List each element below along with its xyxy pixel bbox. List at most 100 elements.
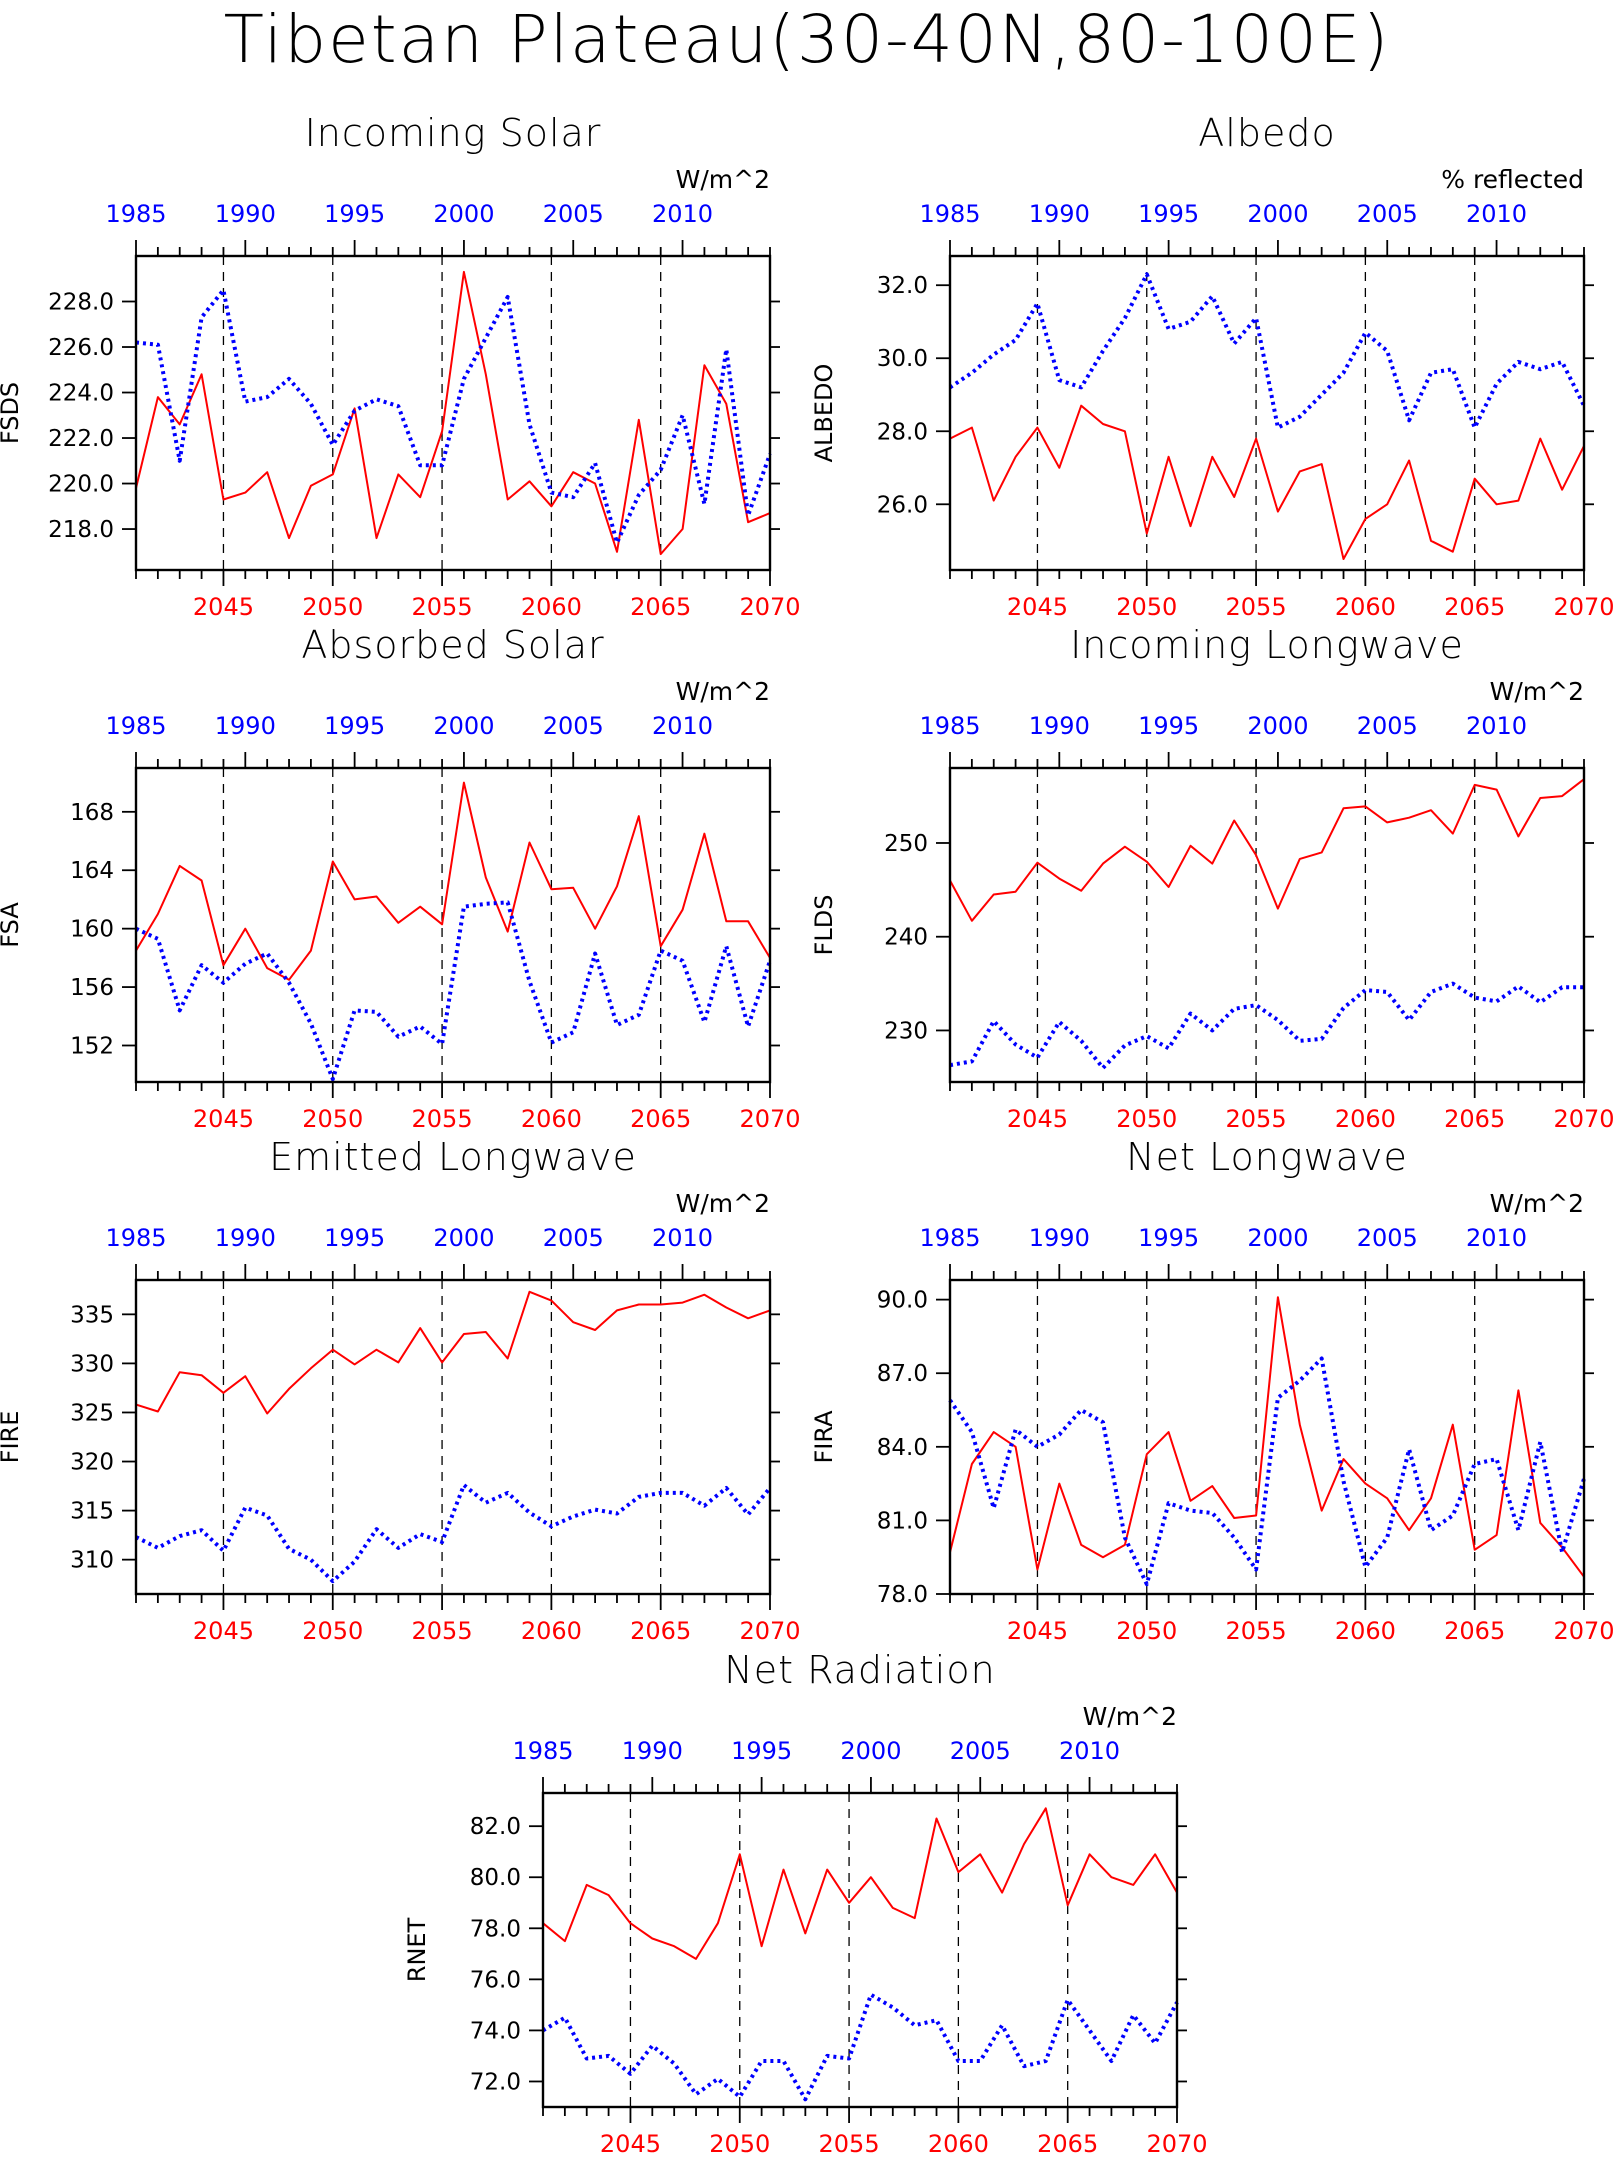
series-future-line	[949, 1296, 1585, 1578]
y-tick-label: 80.0	[470, 1865, 521, 1891]
series-past-line	[541, 1992, 1179, 2102]
y-tick-label: 164	[70, 858, 114, 884]
series-past-line	[135, 1483, 772, 1584]
x-top-tick-label: 1995	[1138, 1224, 1199, 1252]
series-past-line	[135, 900, 772, 1082]
panel-title: Net Longwave	[1126, 1135, 1408, 1179]
x-top-tick-label: 1990	[1029, 712, 1090, 740]
x-top-tick-label: 1985	[512, 1737, 573, 1765]
plot-frame	[134, 1278, 772, 1596]
x-bottom-tick-label: 2070	[739, 1105, 800, 1133]
x-bottom-tick-label: 2045	[1007, 1105, 1068, 1133]
series-future-line	[542, 1807, 1178, 1960]
y-tick-label: 330	[70, 1351, 114, 1377]
x-top-tick-label: 1995	[324, 712, 385, 740]
plot-frame	[541, 1791, 1179, 2109]
x-bottom-tick-label: 2065	[1037, 2130, 1098, 2158]
x-bottom-tick-label: 2070	[739, 1617, 800, 1645]
panel-albedo: Albedo % reflected ALBEDO 2045 2050 2055 2060 2…	[810, 111, 1614, 621]
x-bottom-tick-label: 2050	[1116, 593, 1177, 621]
panel-flds: Incoming Longwave W/m^2 FLDS 2045 2050 2055 20…	[810, 623, 1614, 1133]
units-label: W/m^2	[676, 677, 770, 706]
x-bottom-tick-label: 2055	[1226, 1617, 1287, 1645]
y-tick-label: 76.0	[470, 1967, 521, 1993]
y-tick-label: 152	[70, 1033, 114, 1059]
units-label: W/m^2	[676, 165, 770, 194]
panel-fsa: Absorbed Solar W/m^2 FSA 2045 2050 2055 2060 20…	[0, 623, 801, 1133]
x-bottom-tick-label: 2060	[928, 2130, 989, 2158]
y-tick-label: 250	[884, 831, 928, 857]
y-tick-label: 220.0	[48, 472, 114, 498]
y-tick-label: 315	[70, 1499, 114, 1525]
x-bottom-tick-label: 2070	[1553, 593, 1614, 621]
units-label: % reflected	[1441, 165, 1584, 194]
x-bottom-tick-label: 2045	[193, 1617, 254, 1645]
plot-frame	[948, 766, 1586, 1084]
series-future-line	[135, 270, 771, 556]
y-axis-label: FIRE	[0, 1411, 24, 1464]
panel-title: Incoming Longwave	[1070, 623, 1464, 667]
y-tick-label: 310	[70, 1548, 114, 1574]
y-tick-label: 78.0	[877, 1582, 928, 1608]
units-label: W/m^2	[1490, 1189, 1584, 1218]
y-tick-label: 156	[70, 975, 114, 1001]
series-future-line	[135, 781, 771, 981]
x-bottom-tick-label: 2055	[412, 1105, 473, 1133]
x-top-tick-label: 2010	[652, 200, 713, 228]
x-top-tick-label: 1985	[105, 1224, 166, 1252]
x-top-tick-label: 1985	[919, 1224, 980, 1252]
y-tick-label: 74.0	[470, 2018, 521, 2044]
units-label: W/m^2	[1490, 677, 1584, 706]
series-future-line	[949, 778, 1585, 922]
x-bottom-tick-label: 2050	[302, 1617, 363, 1645]
units-label: W/m^2	[676, 1189, 770, 1218]
x-bottom-tick-label: 2060	[521, 1617, 582, 1645]
x-top-tick-label: 2000	[1247, 712, 1308, 740]
x-bottom-tick-label: 2065	[630, 1617, 691, 1645]
x-top-tick-label: 2010	[1466, 200, 1527, 228]
x-bottom-tick-label: 2065	[1444, 1105, 1505, 1133]
x-bottom-tick-label: 2065	[630, 593, 691, 621]
x-bottom-tick-label: 2055	[412, 593, 473, 621]
x-top-tick-label: 2000	[1247, 200, 1308, 228]
y-axis-label: FLDS	[810, 895, 838, 956]
x-bottom-tick-label: 2045	[193, 593, 254, 621]
x-top-tick-label: 1990	[1029, 200, 1090, 228]
x-bottom-tick-label: 2055	[1226, 1105, 1287, 1133]
x-top-tick-label: 1995	[1138, 200, 1199, 228]
y-axis-label: ALBEDO	[810, 364, 838, 463]
y-tick-label: 335	[70, 1302, 114, 1328]
x-top-tick-label: 2005	[543, 712, 604, 740]
x-top-tick-label: 1990	[1029, 1224, 1090, 1252]
y-tick-label: 320	[70, 1450, 114, 1476]
panel-title: Albedo	[1198, 111, 1335, 155]
series-future-line	[949, 404, 1585, 560]
x-top-tick-label: 1995	[1138, 712, 1199, 740]
x-top-tick-label: 1990	[215, 200, 276, 228]
plot-frame	[948, 1278, 1586, 1596]
y-tick-label: 26.0	[877, 492, 928, 518]
series-past-line	[135, 288, 772, 545]
x-top-tick-label: 2010	[1466, 1224, 1527, 1252]
x-top-tick-label: 1985	[919, 200, 980, 228]
y-tick-label: 168	[70, 800, 114, 826]
x-top-tick-label: 2010	[1059, 1737, 1120, 1765]
x-top-tick-label: 1985	[105, 200, 166, 228]
x-top-tick-label: 1990	[622, 1737, 683, 1765]
x-bottom-tick-label: 2070	[1553, 1617, 1614, 1645]
x-bottom-tick-label: 2060	[1335, 593, 1396, 621]
y-tick-label: 72.0	[470, 2069, 521, 2095]
x-top-tick-label: 2005	[1357, 1224, 1418, 1252]
x-top-tick-label: 1985	[919, 712, 980, 740]
y-tick-label: 82.0	[470, 1814, 521, 1840]
y-tick-label: 90.0	[877, 1288, 928, 1314]
x-top-tick-label: 2010	[652, 1224, 713, 1252]
x-bottom-tick-label: 2060	[521, 1105, 582, 1133]
panel-fira: Net Longwave W/m^2 FIRA 2045 2050 2055 2060 206…	[810, 1135, 1614, 1645]
y-axis-label: RNET	[403, 1917, 431, 1982]
panel-title: Emitted Longwave	[269, 1135, 637, 1179]
x-bottom-tick-label: 2070	[1553, 1105, 1614, 1133]
x-bottom-tick-label: 2050	[1116, 1617, 1177, 1645]
y-tick-label: 230	[884, 1018, 928, 1044]
